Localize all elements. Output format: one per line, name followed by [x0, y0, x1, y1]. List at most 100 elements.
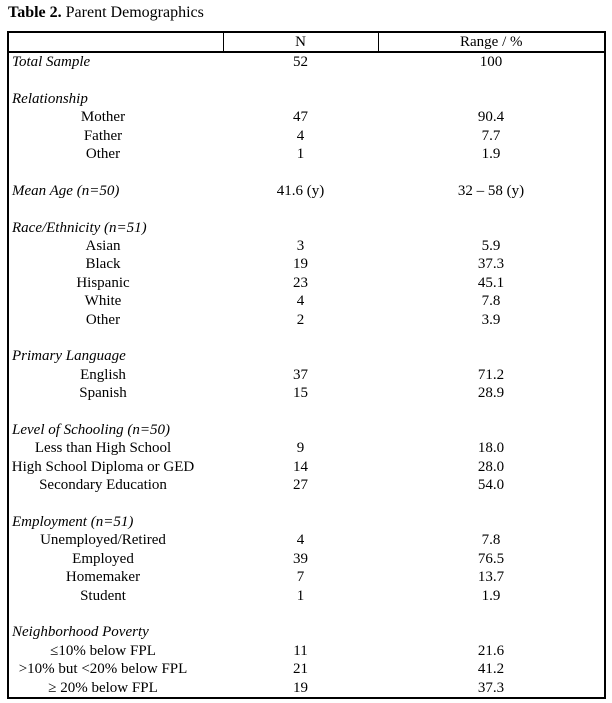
n-cell — [223, 513, 378, 531]
n-cell — [223, 495, 378, 513]
table-row: Less than High School 9 18.0 — [8, 439, 605, 457]
n-cell — [223, 605, 378, 623]
table-row: Mean Age (n=50) 41.6 (y) 32 – 58 (y) — [8, 182, 605, 200]
table-row: Other 1 1.9 — [8, 145, 605, 163]
row-label-cell: Employment (n=51) — [12, 514, 134, 531]
row-label-cell: Employed — [72, 550, 134, 567]
table-row: Employed 39 76.5 — [8, 550, 605, 568]
row-label-cell: Other — [85, 311, 121, 328]
table-row: Secondary Education 27 54.0 — [8, 476, 605, 494]
row-label-cell: Other — [85, 146, 121, 163]
n-cell: 23 — [293, 274, 308, 291]
n-cell: 1 — [296, 146, 305, 163]
table-row: White 4 7.8 — [8, 292, 605, 310]
n-cell: 4 — [296, 127, 305, 144]
row-label-cell: ≤10% below FPL — [50, 642, 156, 659]
row-label-cell — [8, 605, 223, 623]
table-row: Total Sample 52 100 — [8, 52, 605, 71]
table-row: ≥ 20% below FPL 19 37.3 — [8, 679, 605, 698]
spacer-row — [8, 403, 605, 421]
n-cell: 47 — [293, 109, 308, 126]
n-cell: 21 — [293, 661, 308, 678]
row-label-cell: White — [84, 293, 122, 310]
n-cell — [223, 71, 378, 89]
table-row: High School Diploma or GED 14 28.0 — [8, 458, 605, 476]
range-cell — [378, 403, 605, 421]
row-label-cell — [8, 71, 223, 89]
spacer-row — [8, 329, 605, 347]
row-label-cell: Relationship — [12, 90, 88, 107]
range-cell — [378, 495, 605, 513]
row-label-cell: Level of Schooling (n=50) — [12, 422, 171, 439]
range-cell: 45.1 — [477, 274, 505, 291]
n-cell: 27 — [293, 477, 308, 494]
table-row: Primary Language — [8, 347, 605, 365]
table-row: Race/Ethnicity (n=51) — [8, 219, 605, 237]
row-label-cell: ≥ 20% below FPL — [48, 679, 158, 696]
row-label-cell: High School Diploma or GED — [11, 458, 195, 475]
range-cell: 1.9 — [481, 146, 501, 163]
demographics-table: N Range / % Total Sample 52 100 Relationshi… — [7, 31, 606, 700]
n-cell — [223, 219, 378, 237]
row-label-cell: Mean Age (n=50) — [12, 182, 120, 199]
range-cell: 54.0 — [477, 477, 505, 494]
row-label-cell — [8, 403, 223, 421]
range-cell: 28.0 — [477, 458, 505, 475]
range-cell — [378, 513, 605, 531]
n-cell — [223, 623, 378, 641]
range-cell — [378, 163, 605, 181]
table-row: Relationship — [8, 90, 605, 108]
range-cell: 32 – 58 (y) — [457, 182, 525, 199]
n-cell: 1 — [296, 587, 305, 604]
spacer-row — [8, 163, 605, 181]
range-cell: 3.9 — [481, 311, 501, 328]
range-cell — [378, 329, 605, 347]
row-label-cell: Unemployed/Retired — [40, 532, 166, 549]
table-title: Table 2. Parent Demographics — [8, 3, 612, 23]
row-label-cell: >10% but <20% below FPL — [18, 661, 188, 678]
range-cell: 41.2 — [477, 661, 505, 678]
row-label-cell: Asian — [85, 238, 121, 255]
range-cell: 71.2 — [477, 366, 505, 383]
table-row: ≤10% below FPL 11 21.6 — [8, 642, 605, 660]
table-row: Spanish 15 28.9 — [8, 384, 605, 402]
table-row: Father 4 7.7 — [8, 127, 605, 145]
row-label-cell: Mother — [80, 109, 126, 126]
range-cell: 5.9 — [481, 238, 501, 255]
range-cell: 37.3 — [477, 256, 505, 273]
n-cell — [223, 421, 378, 439]
row-label-cell — [8, 495, 223, 513]
table-row: Level of Schooling (n=50) — [8, 421, 605, 439]
range-cell — [378, 200, 605, 218]
range-cell: 28.9 — [477, 385, 505, 402]
n-cell: 4 — [296, 293, 305, 310]
range-cell — [378, 71, 605, 89]
table-body: Total Sample 52 100 Relationship Mother 47 90.… — [8, 52, 605, 698]
table-row: Other 2 3.9 — [8, 311, 605, 329]
row-label-cell: Primary Language — [12, 348, 126, 365]
n-cell — [223, 347, 378, 365]
table-row: Mother 47 90.4 — [8, 108, 605, 126]
spacer-row — [8, 605, 605, 623]
table-row: Neighborhood Poverty — [8, 623, 605, 641]
row-label-cell: Black — [85, 256, 121, 273]
row-label-cell: Hispanic — [76, 274, 130, 291]
range-cell — [378, 421, 605, 439]
range-cell: 21.6 — [477, 642, 505, 659]
header-blank-cell — [7, 31, 224, 53]
table-caption: Parent Demographics — [61, 4, 204, 21]
n-cell — [223, 90, 378, 108]
row-label-cell: Less than High School — [34, 440, 172, 457]
n-cell: 14 — [293, 458, 308, 475]
table-row: Asian 3 5.9 — [8, 237, 605, 255]
range-cell — [378, 219, 605, 237]
row-label-cell: Total Sample — [12, 54, 91, 70]
table-row: Black 19 37.3 — [8, 255, 605, 273]
spacer-row — [8, 495, 605, 513]
row-label-cell: Spanish — [79, 385, 127, 402]
range-cell — [378, 90, 605, 108]
row-label-cell — [8, 163, 223, 181]
n-cell: 11 — [293, 642, 308, 659]
n-cell: 52 — [293, 54, 308, 70]
row-label-cell: Homemaker — [65, 569, 141, 586]
